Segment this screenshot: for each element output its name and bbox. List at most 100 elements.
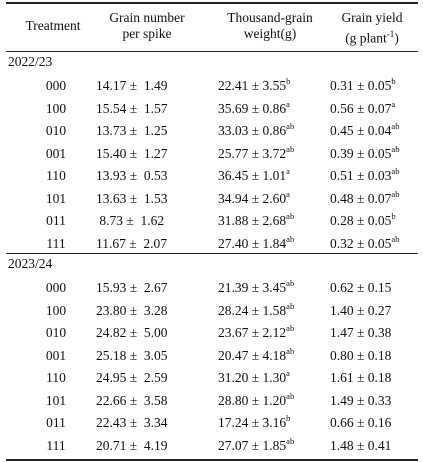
- yield-cell: 0.66 ± 0.16: [330, 413, 422, 433]
- yield-significance: ab: [391, 143, 400, 154]
- table-bottom-rule: [6, 459, 418, 461]
- yield-cell: 0.80 ± 0.18: [330, 346, 422, 366]
- grain-number-cell: 13.63 ± 1.53: [96, 190, 168, 206]
- header-yield-line1: Grain yield: [341, 10, 403, 25]
- table-row: 000 14.17 ± 1.49 22.41 ± 3.55b 0.31 ± 0.05b: [0, 76, 423, 96]
- tgw-cell: 36.45 ± 1.01a: [218, 166, 328, 186]
- treatment-cell: 011: [46, 213, 66, 228]
- yield-value: 0.28 ± 0.05: [330, 213, 392, 228]
- treatment-cell: 101: [45, 190, 67, 206]
- yield-cell: 1.40 ± 0.27: [330, 301, 422, 321]
- treatment-cell: 010: [45, 325, 67, 340]
- tgw-cell: 21.39 ± 3.45ab: [218, 278, 328, 298]
- grain-number-cell: 13.93 ± 0.53: [96, 168, 168, 183]
- tgw-cell: 22.41 ± 3.55b: [218, 76, 328, 96]
- grain-number-cell: 8.73 ± 1.62: [96, 213, 165, 228]
- yield-significance: ab: [391, 121, 400, 131]
- tgw-value: 35.69 ± 0.86: [218, 100, 287, 116]
- treatment-cell: 000: [45, 78, 67, 93]
- header-treatment-label: Treatment: [25, 18, 81, 33]
- yield-value: 0.48 ± 0.07: [330, 190, 392, 206]
- header-grain-yield: Grain yield (g plant-1): [322, 10, 422, 47]
- table-row: 011 22.43 ± 3.34 17.24 ± 3.16b 0.66 ± 0.16: [0, 413, 423, 433]
- tgw-significance: ab: [286, 233, 295, 244]
- table-row: 001 15.40 ± 1.27 25.77 ± 3.72ab 0.39 ± 0.05…: [0, 144, 423, 164]
- tgw-cell: 25.77 ± 3.72ab: [218, 144, 328, 164]
- yield-significance: ab: [391, 188, 400, 199]
- table-row: 111 11.67 ± 2.07 27.40 ± 1.84ab 0.32 ± 0.05…: [0, 234, 423, 254]
- tgw-cell: 28.80 ± 1.20ab: [218, 391, 328, 411]
- yield-significance: b: [391, 76, 396, 86]
- yield-significance: ab: [391, 166, 400, 176]
- yield-value: 0.80 ± 0.18: [330, 347, 392, 363]
- treatment-cell: 000: [45, 280, 67, 295]
- yield-value: 0.31 ± 0.05: [330, 78, 392, 93]
- yield-value: 0.66 ± 0.16: [330, 415, 392, 430]
- table-row: 100 15.54 ± 1.57 35.69 ± 0.86a 0.56 ± 0.07a: [0, 99, 423, 119]
- tgw-significance: ab: [286, 121, 295, 131]
- grain-number-cell: 15.40 ± 1.27: [96, 145, 168, 161]
- treatment-cell: 011: [46, 415, 66, 430]
- treatment-cell: 111: [46, 235, 66, 251]
- tgw-significance: a: [286, 368, 290, 378]
- table-row: 001 25.18 ± 3.05 20.47 ± 4.18ab 0.80 ± 0.18: [0, 346, 423, 366]
- tgw-significance: ab: [286, 300, 295, 311]
- header-yield-unit-exponent: -1: [386, 29, 395, 39]
- grain-number-cell: 24.82 ± 5.00: [96, 325, 168, 340]
- tgw-cell: 34.94 ± 2.60a: [218, 189, 328, 209]
- tgw-significance: b: [286, 413, 291, 423]
- header-yield-unit-close: ): [394, 30, 399, 46]
- tgw-value: 22.41 ± 3.55: [218, 78, 287, 93]
- table-top-rule: [6, 2, 418, 4]
- tgw-significance: ab: [286, 211, 295, 221]
- treatment-cell: 100: [45, 302, 67, 318]
- grain-number-cell: 25.18 ± 3.05: [96, 347, 168, 363]
- grain-number-cell: 22.43 ± 3.34: [96, 415, 168, 430]
- header-tgw-line2: weight(g): [243, 26, 297, 41]
- tgw-cell: 31.88 ± 2.68ab: [218, 211, 328, 231]
- tgw-value: 27.07 ± 1.85: [218, 437, 287, 453]
- table-row: 011 8.73 ± 1.62 31.88 ± 2.68ab 0.28 ± 0.05…: [0, 211, 423, 231]
- table-row: 110 24.95 ± 2.59 31.20 ± 1.30a 1.61 ± 0.18: [0, 368, 423, 388]
- yield-significance: b: [391, 211, 396, 221]
- yield-value: 0.62 ± 0.15: [330, 280, 392, 295]
- tgw-cell: 31.20 ± 1.30a: [218, 368, 328, 388]
- yield-value: 1.48 ± 0.41: [330, 437, 392, 453]
- tgw-value: 31.20 ± 1.30: [218, 370, 287, 385]
- yield-cell: 1.49 ± 0.33: [330, 391, 422, 411]
- grain-number-cell: 15.54 ± 1.57: [96, 100, 168, 116]
- tgw-cell: 23.67 ± 2.12ab: [218, 323, 328, 343]
- table-row: 010 24.82 ± 5.00 23.67 ± 2.12ab 1.47 ± 0.38: [0, 323, 423, 343]
- yield-significance: a: [391, 98, 396, 109]
- table-row: 111 20.71 ± 4.19 27.07 ± 1.85ab 1.48 ± 0.41: [0, 436, 423, 456]
- grain-number-cell: 11.67 ± 2.07: [96, 235, 168, 251]
- tgw-significance: a: [286, 98, 290, 109]
- table-row: 010 13.73 ± 1.25 33.03 ± 0.86ab 0.45 ± 0.04…: [0, 121, 423, 141]
- tgw-significance: ab: [286, 143, 295, 154]
- treatment-cell: 110: [46, 370, 66, 385]
- yield-significance: ab: [391, 233, 400, 244]
- tgw-value: 31.88 ± 2.68: [218, 213, 287, 228]
- yield-cell: 0.62 ± 0.15: [330, 278, 422, 298]
- tgw-significance: ab: [286, 390, 295, 401]
- header-tgw-line1: Thousand-grain: [227, 10, 313, 25]
- tgw-significance: a: [286, 188, 290, 199]
- tgw-cell: 20.47 ± 4.18ab: [218, 346, 328, 366]
- treatment-cell: 001: [45, 145, 67, 161]
- yield-cell: 0.31 ± 0.05b: [330, 76, 422, 96]
- tgw-value: 21.39 ± 3.45: [218, 280, 287, 295]
- yield-value: 1.47 ± 0.38: [330, 325, 392, 340]
- header-yield-line2: (g plant-1): [322, 26, 422, 47]
- grain-number-cell: 23.80 ± 3.28: [96, 302, 168, 318]
- tgw-value: 28.80 ± 1.20: [218, 392, 287, 408]
- tgw-value: 33.03 ± 0.86: [218, 123, 287, 138]
- treatment-cell: 110: [46, 168, 66, 183]
- yield-cell: 0.28 ± 0.05b: [330, 211, 422, 231]
- yield-cell: 0.45 ± 0.04ab: [330, 121, 422, 141]
- tgw-cell: 33.03 ± 0.86ab: [218, 121, 328, 141]
- tgw-cell: 17.24 ± 3.16b: [218, 413, 328, 433]
- yield-value: 0.32 ± 0.05: [330, 235, 392, 251]
- tgw-significance: ab: [286, 323, 295, 333]
- yield-cell: 1.48 ± 0.41: [330, 436, 422, 456]
